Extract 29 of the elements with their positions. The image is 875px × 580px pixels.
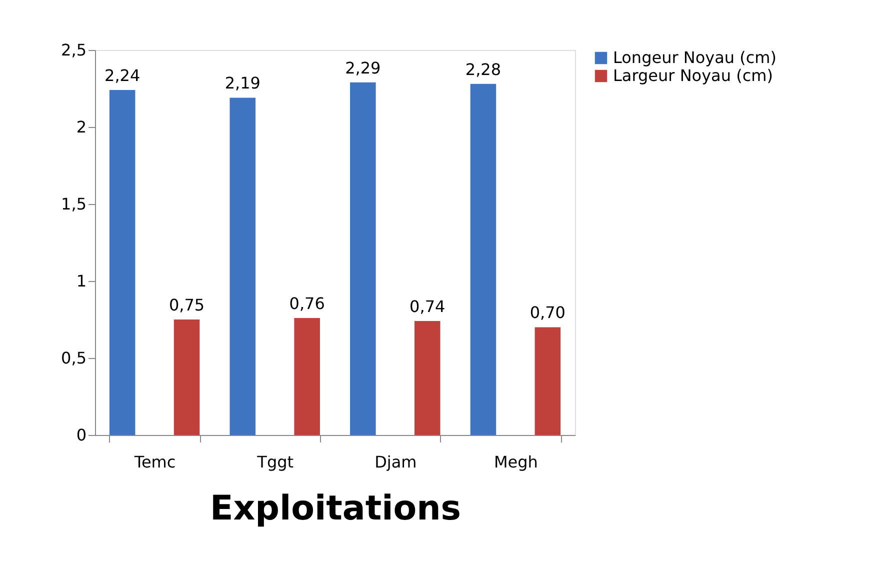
bar: [294, 318, 320, 435]
bar: [470, 84, 496, 435]
data-label: 2,24: [104, 66, 140, 86]
data-label: 2,28: [465, 60, 502, 79]
bar: [109, 90, 136, 435]
data-label: 2,19: [224, 74, 260, 93]
legend-label: Largeur Noyau (cm): [613, 66, 773, 85]
bar: [414, 321, 440, 435]
data-label: 0,76: [289, 294, 325, 313]
bar: [350, 82, 376, 435]
x-axis-title: Exploitations: [210, 488, 462, 528]
legend-label: Longeur Noyau (cm): [613, 48, 776, 67]
bar: [534, 327, 561, 435]
y-tick-label: 0,5: [61, 348, 86, 368]
y-tick-label: 1,5: [61, 194, 86, 214]
bar: [174, 320, 200, 435]
x-tick-label: Megh: [494, 452, 538, 472]
x-tick-label: Djam: [374, 452, 417, 472]
y-tick-label: 2: [76, 118, 86, 136]
data-label: 0,70: [530, 303, 566, 322]
x-tick-label: Tggt: [256, 452, 294, 472]
y-tick-label: 1: [76, 272, 86, 290]
y-tick-label: 2,5: [61, 40, 86, 60]
x-tick-label: Temc: [133, 452, 176, 472]
data-label: 0,75: [168, 296, 205, 314]
data-label: 2,29: [345, 58, 381, 78]
bar: [230, 98, 256, 435]
y-tick-label: 0: [76, 426, 86, 444]
data-label: 0,74: [410, 297, 446, 316]
